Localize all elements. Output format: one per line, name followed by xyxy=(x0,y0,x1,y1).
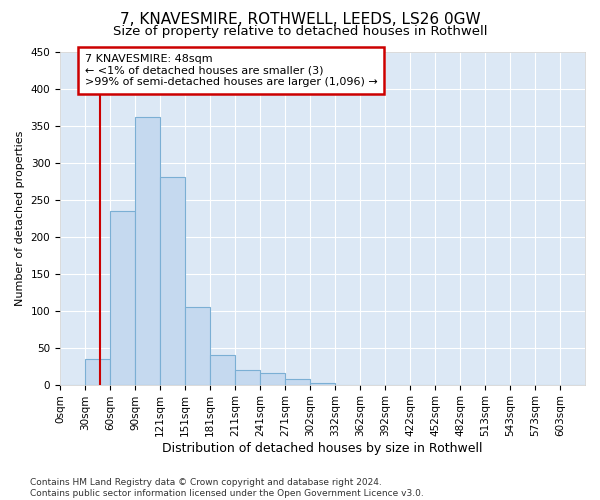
X-axis label: Distribution of detached houses by size in Rothwell: Distribution of detached houses by size … xyxy=(162,442,483,455)
Bar xyxy=(260,374,285,384)
Bar xyxy=(135,116,160,384)
Text: 7, KNAVESMIRE, ROTHWELL, LEEDS, LS26 0GW: 7, KNAVESMIRE, ROTHWELL, LEEDS, LS26 0GW xyxy=(119,12,481,28)
Bar xyxy=(210,355,235,384)
Bar xyxy=(285,378,310,384)
Bar xyxy=(235,370,260,384)
Bar xyxy=(310,383,335,384)
Bar xyxy=(110,210,135,384)
Text: Size of property relative to detached houses in Rothwell: Size of property relative to detached ho… xyxy=(113,25,487,38)
Bar xyxy=(85,358,110,384)
Text: 7 KNAVESMIRE: 48sqm
← <1% of detached houses are smaller (3)
>99% of semi-detach: 7 KNAVESMIRE: 48sqm ← <1% of detached ho… xyxy=(85,54,378,87)
Bar xyxy=(185,307,210,384)
Text: Contains HM Land Registry data © Crown copyright and database right 2024.
Contai: Contains HM Land Registry data © Crown c… xyxy=(30,478,424,498)
Y-axis label: Number of detached properties: Number of detached properties xyxy=(15,130,25,306)
Bar xyxy=(160,178,185,384)
